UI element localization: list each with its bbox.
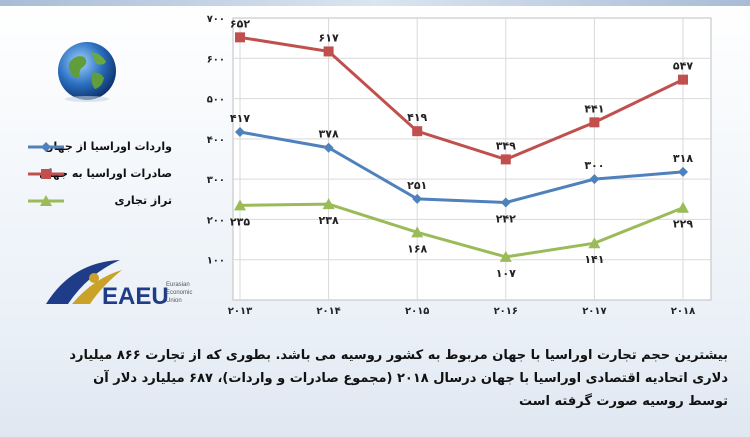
diamond-marker [500,197,511,208]
eaeu-logo: EAEU Eurasian Economic Union [42,256,222,312]
data-label: ۲۴۲ [496,213,516,226]
data-label: ۶۱۷ [319,31,339,44]
square-marker [235,32,245,43]
legend-item: تراز تجاری [16,192,216,219]
diamond-marker [412,193,423,204]
data-label: ۲۲۹ [673,218,693,231]
square-marker [323,46,334,57]
data-label: ۲۳۵ [230,215,250,228]
data-label: ۴۱۷ [230,112,250,125]
y-tick-label: ۶۰۰ [207,54,225,65]
axes: ۱۰۰ ۲۰۰ ۳۰۰ ۴۰۰ ۵۰۰ ۶۰۰ ۷۰۰ ۲۰۱۳ ۲۰۱۴ ۲۰۱۵ ۲۰۱۶ ۲۰۱… [207,14,696,317]
legend-item: واردات اوراسیا از جهان [16,138,216,165]
diamond-marker [589,174,600,185]
line-chart: ۱۰۰ ۲۰۰ ۳۰۰ ۴۰۰ ۵۰۰ ۶۰۰ ۷۰۰ ۲۰۱۳ ۲۰۱۴ ۲۰۱۵ ۲۰۱۶ ۲۰۱… [207,14,712,317]
x-tick-label: ۲۰۱۸ [671,306,695,317]
plot-area [232,17,712,301]
data-label: ۱۶۸ [407,242,427,255]
x-tick-label: ۲۰۱۴ [316,306,340,317]
y-tick-label: ۵۰۰ [207,95,225,106]
y-tick-label: ۷۰۰ [207,14,225,25]
triangle-marker [588,237,601,249]
data-label: ۱۰۷ [496,267,516,280]
square-marker [500,154,511,165]
y-tick-label: ۳۰۰ [207,175,225,186]
data-label: ۵۴۷ [673,60,693,73]
diamond-marker [41,142,51,152]
logo-subtitle-3: Union [166,298,182,304]
caption-line: توسط روسیه صورت گرفته است [519,394,728,409]
legend-item: صادرات اوراسیا به جهان [16,165,216,192]
x-tick-label: ۲۰۱۷ [582,306,606,317]
triangle-marker [234,199,246,211]
caption-line: بیشترین حجم تجارت اوراسیا با جهان مربوط … [69,348,728,363]
data-label: ۳۰۰ [584,159,604,172]
y-tick-label: ۱۰۰ [207,256,225,267]
legend-label: واردات اوراسیا از جهان [44,140,172,153]
x-tick-label: ۲۰۱۶ [494,306,518,317]
square-marker [589,117,600,128]
data-label: ۴۴۱ [584,102,604,115]
globe-icon [56,40,118,102]
square-marker [412,126,423,137]
legend-label: صادرات اوراسیا به جهان [39,167,172,180]
series-line [239,202,684,259]
caption-line: دلاری اتحادیه اقتصادی اوراسیا با جهان در… [93,371,728,386]
square-marker [41,169,51,179]
triangle-marker [322,198,335,210]
triangle-marker [499,250,512,262]
data-label: ۶۵۲ [230,17,250,30]
data-label: ۲۳۸ [319,214,339,227]
triangle-marker [40,195,52,206]
triangle-marker [411,226,424,238]
data-labels: ۴۱۷ ۳۷۸ ۲۵۱ ۲۴۲ ۳۰۰ ۳۱۸ ۶۵۲ ۶۱۷ ۴۱۹ ۳۴۹ ۴۴۱ ۵۴۷ ۲۳۵ ۲… [230,17,693,280]
triangle-marker [677,201,689,213]
data-label: ۳۷۸ [319,128,339,141]
caption-text: بیشترین حجم تجارت اوراسیا با جهان مربوط … [38,344,728,413]
logo-subtitle-2: Economic [166,290,192,296]
data-label: ۴۱۹ [407,111,427,124]
series [234,32,689,262]
x-tick-label: ۲۰۱۳ [228,306,252,317]
square-marker [678,74,688,85]
diamond-marker [678,166,688,177]
x-tick-label: ۲۰۱۵ [405,306,429,317]
data-label: ۲۵۱ [407,179,427,192]
data-label: ۳۱۸ [673,152,693,165]
diamond-marker [323,142,334,153]
legend-swatch [28,142,64,152]
y-tick-label: ۴۰۰ [207,135,225,146]
diamond-marker [235,127,245,138]
y-tick-label: ۲۰۰ [207,215,225,226]
logo-text: EAEU [102,283,169,310]
series-line [239,35,684,161]
chart-legend: واردات اوراسیا از جهان صادرات اوراسیا به … [16,138,216,219]
legend-swatch [28,195,64,206]
legend-swatch [28,169,64,179]
series-line [239,130,684,205]
data-label: ۳۴۹ [496,139,516,152]
data-label: ۱۴۱ [584,253,604,266]
logo-subtitle-1: Eurasian [166,282,190,288]
legend-label: تراز تجاری [114,194,172,207]
